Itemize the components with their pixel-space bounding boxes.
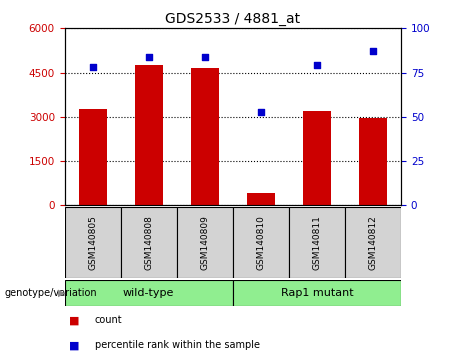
Text: ▶: ▶ [58, 288, 65, 298]
Point [145, 54, 152, 59]
FancyBboxPatch shape [233, 280, 401, 306]
Text: genotype/variation: genotype/variation [5, 288, 97, 298]
Text: ■: ■ [69, 340, 80, 350]
Text: ■: ■ [69, 315, 80, 325]
FancyBboxPatch shape [65, 280, 233, 306]
Bar [135, 65, 163, 205]
Text: GSM140811: GSM140811 [313, 215, 321, 270]
Text: GSM140808: GSM140808 [144, 215, 153, 270]
FancyBboxPatch shape [345, 207, 401, 278]
FancyBboxPatch shape [177, 207, 233, 278]
Text: GSM140810: GSM140810 [256, 215, 266, 270]
Title: GDS2533 / 4881_at: GDS2533 / 4881_at [165, 12, 301, 26]
Bar [191, 68, 219, 205]
Text: GSM140805: GSM140805 [88, 215, 97, 270]
Point [201, 54, 208, 59]
Text: Rap1 mutant: Rap1 mutant [281, 288, 353, 298]
Bar [359, 118, 387, 205]
Point [313, 63, 321, 68]
Bar [303, 111, 331, 205]
Bar [78, 109, 106, 205]
Text: percentile rank within the sample: percentile rank within the sample [95, 340, 260, 350]
Text: wild-type: wild-type [123, 288, 174, 298]
FancyBboxPatch shape [121, 207, 177, 278]
FancyBboxPatch shape [233, 207, 289, 278]
Point [257, 109, 265, 114]
Text: count: count [95, 315, 122, 325]
FancyBboxPatch shape [65, 207, 121, 278]
Text: GSM140809: GSM140809 [200, 215, 209, 270]
Text: GSM140812: GSM140812 [368, 215, 378, 270]
Bar [247, 193, 275, 205]
Point [89, 64, 96, 70]
Point [369, 48, 377, 54]
FancyBboxPatch shape [289, 207, 345, 278]
